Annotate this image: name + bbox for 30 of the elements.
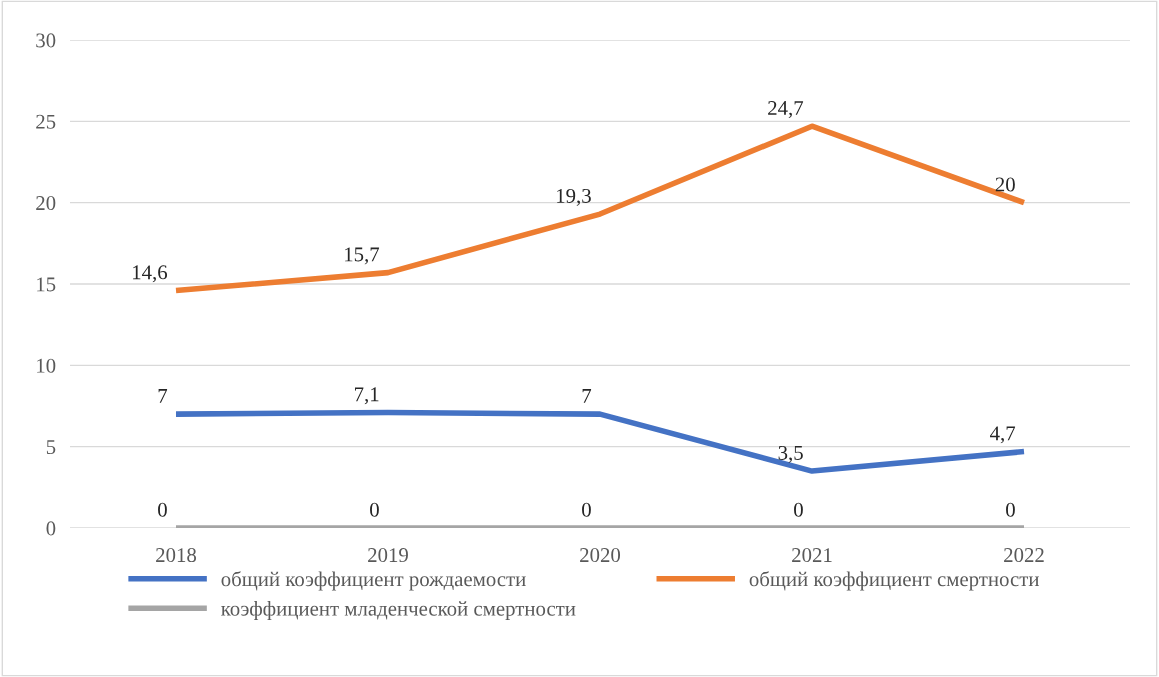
data-label: 15,7: [345, 247, 380, 265]
data-label: 0: [1006, 502, 1015, 517]
data-label: 14,6: [133, 265, 168, 283]
y-tick-label: 30: [36, 33, 56, 48]
data-label: 0: [370, 502, 379, 517]
y-tick-label: 0: [46, 521, 56, 536]
data-label: 7,1: [355, 387, 379, 405]
y-tick-label: 20: [36, 196, 56, 211]
y-tick-label: 15: [37, 277, 56, 292]
y-tick-label: 5: [46, 440, 56, 455]
data-label: 0: [158, 502, 167, 517]
x-tick-label: 2020: [580, 548, 621, 563]
legend-label: коэффициент младенческой смертности: [221, 601, 576, 620]
data-label: 7: [582, 389, 592, 403]
data-label: 4,7: [990, 426, 1016, 444]
data-label: 0: [582, 502, 591, 517]
data-label: 19,3: [557, 188, 591, 206]
legend-label: общий коэффициент рождаемости: [221, 571, 526, 591]
data-label: 3,5: [778, 445, 803, 463]
x-tick-label: 2018: [156, 548, 197, 563]
legend-label: общий коэффициент смертности: [749, 571, 1040, 591]
x-tick-label: 2022: [1004, 548, 1044, 563]
y-tick-label: 25: [36, 114, 56, 129]
data-label: 20: [995, 177, 1015, 192]
data-label: 7: [158, 389, 168, 403]
x-tick-label: 2021: [792, 548, 832, 563]
data-label: 0: [794, 502, 803, 517]
y-tick-label: 10: [37, 358, 56, 373]
data-label: 24,7: [768, 101, 804, 119]
x-tick-label: 2019: [368, 548, 408, 563]
